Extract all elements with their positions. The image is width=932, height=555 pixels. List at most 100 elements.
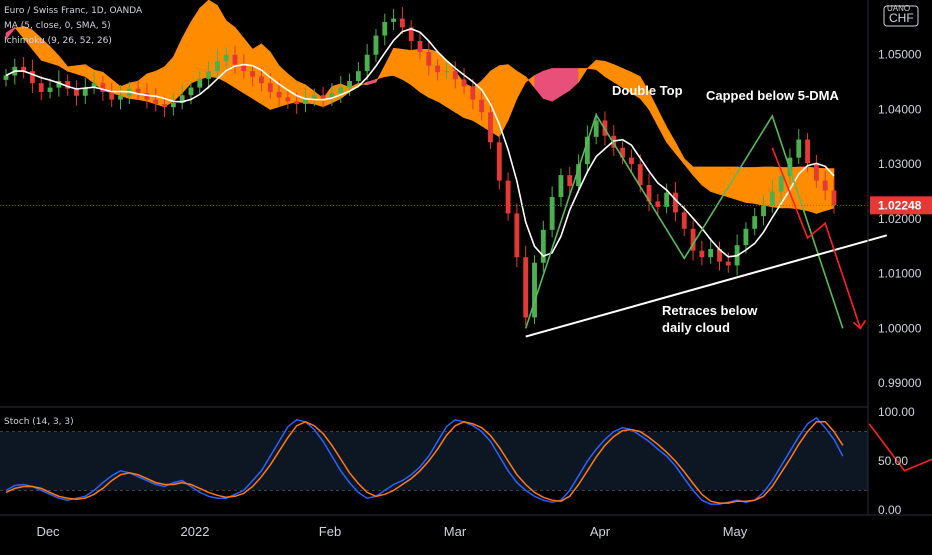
retraces-label-2: daily cloud [662, 320, 730, 335]
candle-body [761, 205, 766, 217]
candle-body [267, 83, 273, 92]
candle-body [584, 136, 590, 165]
candle-body [699, 250, 705, 258]
candle-body [311, 95, 317, 100]
cloud-segment [225, 20, 236, 89]
time-tick-label: Dec [36, 524, 60, 539]
candle-body [461, 79, 467, 87]
candle-body [285, 97, 291, 102]
candle-body [241, 64, 247, 72]
price-tick-label: 1.01000 [878, 267, 922, 281]
stoch-d-line [5, 420, 844, 504]
candle-body [708, 249, 714, 258]
cloud-segment [745, 167, 756, 204]
ma5-line [5, 28, 835, 258]
candle-body [514, 213, 520, 258]
retraces-label-1: Retraces below [662, 303, 758, 318]
candle-body [294, 101, 300, 104]
currency-unit: CHF [889, 11, 914, 25]
cloud-segment [410, 48, 421, 93]
currency-box [883, 5, 919, 27]
price-tick-label: 1.00000 [878, 321, 922, 335]
bearish-arrow-path [771, 147, 862, 329]
double-top-pattern [0, 113, 888, 338]
candle-body [646, 184, 652, 202]
cloud-segment [190, 7, 201, 84]
candle-body [664, 192, 670, 207]
candle-body [82, 87, 88, 96]
candle-body [56, 81, 62, 88]
price-tick-label: 0.99000 [878, 376, 922, 390]
cloud-segment [551, 68, 562, 102]
candle-body [576, 164, 581, 187]
candle-body [813, 163, 819, 181]
currency-code: UANO [887, 4, 910, 13]
candle-body [223, 54, 229, 62]
candle-body [303, 99, 308, 104]
candle-body [549, 197, 555, 230]
candle-body [100, 83, 106, 92]
candle-body [655, 201, 661, 207]
annotations: Double Top Capped below 5-DMA Retraces bel… [612, 83, 840, 335]
candle-body [470, 86, 476, 100]
price-axis: 1.05000 1.04000 1.03000 1.02000 1.01000 1.000… [0, 0, 932, 516]
candle-body [725, 261, 731, 266]
time-tick-label: May [723, 524, 748, 539]
cloud-segment [710, 166, 720, 195]
candle-body [206, 71, 212, 79]
candle-body [91, 83, 97, 88]
arrow-head [852, 319, 867, 330]
candle-body [831, 190, 837, 206]
candle-body [717, 249, 722, 262]
time-tick-label: Feb [319, 524, 341, 539]
candle-body [444, 71, 449, 73]
cloud-segment [754, 166, 764, 206]
stoch-tick-label: 0.00 [878, 503, 902, 517]
symbol-title: Euro / Swiss Franc, 1D, OANDA [4, 6, 143, 16]
double-top-label: Double Top [612, 83, 683, 98]
ma-indicator-label: MA (5, close, 0, SMA, 5) [4, 21, 111, 31]
candle-body [65, 81, 71, 89]
candle-body [399, 18, 405, 28]
candle-body [435, 65, 441, 73]
candle-body [452, 71, 458, 80]
time-tick-label: Apr [590, 524, 611, 539]
candle-body [30, 71, 35, 84]
cloud-segment [393, 47, 403, 80]
candle-body [38, 83, 44, 92]
cloud-segment [543, 68, 553, 102]
candle-body [567, 175, 573, 187]
candle-body [373, 35, 379, 55]
candle-body [3, 75, 9, 80]
cloud-segment [578, 68, 588, 84]
candle-body [109, 91, 115, 100]
ma5-path [5, 28, 835, 258]
price-tick-label: 1.02000 [878, 212, 922, 226]
candle-body [250, 71, 256, 77]
candle-body [523, 257, 529, 318]
last-price-tag [870, 196, 932, 215]
candle-body [364, 54, 370, 72]
candle-body [338, 87, 344, 94]
candle-body [329, 93, 335, 99]
price-tick-label: 1.04000 [878, 102, 922, 116]
time-tick-label: 2022 [181, 524, 210, 539]
double-top-zigzag [524, 113, 844, 329]
candle-body [540, 229, 546, 263]
candle-body [690, 228, 696, 251]
cloud-segment [727, 166, 738, 201]
ichimoku-indicator-label: Ichimoku (9, 26, 52, 26) [4, 36, 112, 46]
candle-body [479, 99, 485, 113]
stoch-k-line [5, 416, 844, 505]
candle-body [637, 164, 643, 185]
candle-body [197, 78, 203, 88]
candle-body [162, 103, 167, 108]
candle-body [558, 175, 564, 198]
cloud-segment [402, 48, 412, 86]
candle-body [417, 41, 423, 52]
candle-body [74, 88, 79, 96]
candle-body [496, 142, 502, 181]
candle-body [681, 212, 687, 229]
candle-body [21, 66, 27, 72]
